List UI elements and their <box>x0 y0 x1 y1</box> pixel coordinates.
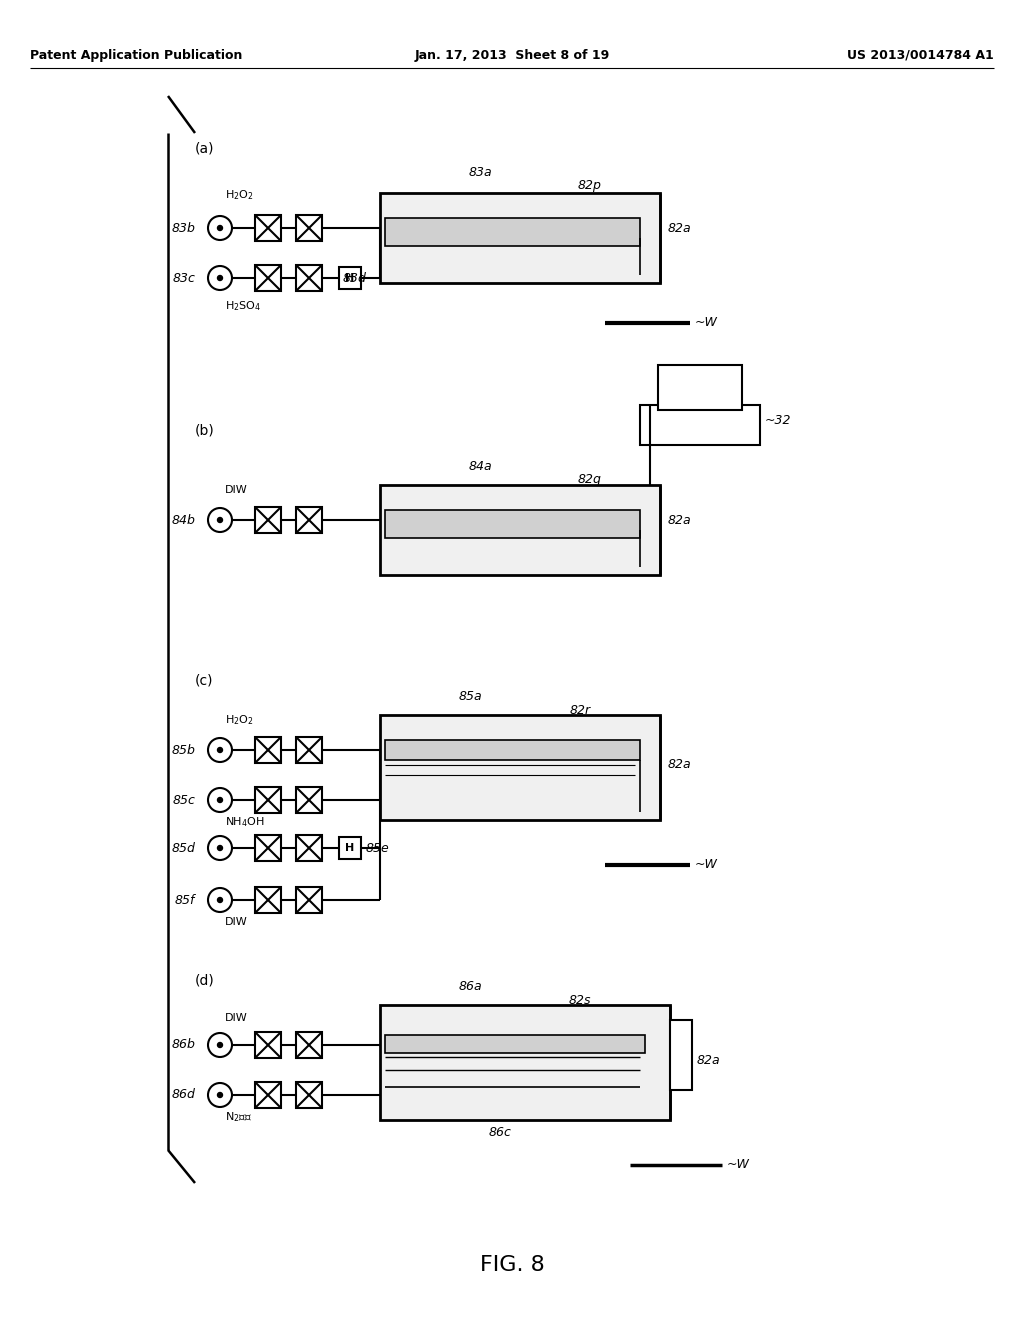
Bar <box>385 1035 645 1053</box>
Text: H$_2$SO$_4$: H$_2$SO$_4$ <box>225 300 261 313</box>
Bar <box>296 265 322 290</box>
Bar <box>296 737 322 763</box>
Text: 82s: 82s <box>568 994 591 1006</box>
Bar <box>296 887 322 913</box>
Bar <box>670 1020 692 1090</box>
Text: 82p: 82p <box>579 178 602 191</box>
Text: 86b: 86b <box>171 1039 195 1052</box>
Bar <box>296 215 322 242</box>
Text: DIW: DIW <box>225 484 248 495</box>
Bar <box>339 837 361 859</box>
Bar <box>296 1032 322 1059</box>
Circle shape <box>208 1034 232 1057</box>
Text: 82a: 82a <box>668 222 691 235</box>
Text: 84b: 84b <box>171 513 195 527</box>
Bar <box>385 510 640 539</box>
Text: 83d: 83d <box>343 272 367 285</box>
Circle shape <box>208 738 232 762</box>
Text: 83b: 83b <box>171 222 195 235</box>
Circle shape <box>208 788 232 812</box>
Text: DIW: DIW <box>225 917 248 927</box>
Bar <box>380 1005 670 1119</box>
Text: 85a: 85a <box>458 690 482 704</box>
Circle shape <box>217 747 222 752</box>
Bar <box>255 265 281 290</box>
Text: ~W: ~W <box>695 858 718 871</box>
Circle shape <box>217 846 222 850</box>
Text: (b): (b) <box>195 422 215 437</box>
Text: 82a: 82a <box>697 1053 721 1067</box>
Bar <box>255 787 281 813</box>
Text: (c): (c) <box>195 673 213 686</box>
Text: (a): (a) <box>195 141 214 154</box>
Bar <box>255 1032 281 1059</box>
Circle shape <box>217 797 222 803</box>
Text: H: H <box>345 843 354 853</box>
Text: Patent Application Publication: Patent Application Publication <box>30 49 243 62</box>
Bar <box>380 715 660 820</box>
Text: FIG. 8: FIG. 8 <box>479 1255 545 1275</box>
Bar <box>296 836 322 861</box>
Text: 85d: 85d <box>171 842 195 854</box>
Circle shape <box>208 508 232 532</box>
Bar <box>339 267 361 289</box>
Text: H$_2$O$_2$: H$_2$O$_2$ <box>225 187 254 202</box>
Text: 86a: 86a <box>458 981 482 994</box>
Text: NH$_4$OH: NH$_4$OH <box>225 814 265 829</box>
Circle shape <box>208 836 232 861</box>
Text: US 2013/0014784 A1: US 2013/0014784 A1 <box>847 49 994 62</box>
Text: ~W: ~W <box>695 317 718 330</box>
Text: ~W: ~W <box>727 1159 750 1172</box>
Bar <box>380 193 660 282</box>
Bar <box>296 507 322 533</box>
Text: 86d: 86d <box>171 1089 195 1101</box>
Text: H$_2$O$_2$: H$_2$O$_2$ <box>225 713 254 727</box>
Text: 85f: 85f <box>175 894 195 907</box>
Circle shape <box>217 517 222 523</box>
Bar <box>255 836 281 861</box>
Circle shape <box>208 216 232 240</box>
Text: 83a: 83a <box>468 166 492 180</box>
Circle shape <box>208 267 232 290</box>
Text: 82a: 82a <box>668 513 691 527</box>
Text: DIW: DIW <box>225 1012 248 1023</box>
Bar <box>255 507 281 533</box>
Circle shape <box>217 1093 222 1097</box>
Text: 85e: 85e <box>366 842 390 854</box>
Bar <box>255 1082 281 1107</box>
Circle shape <box>208 1082 232 1107</box>
Circle shape <box>217 276 222 281</box>
Bar <box>385 218 640 246</box>
Text: N$_2$ガス: N$_2$ガス <box>225 1110 252 1123</box>
Text: 85b: 85b <box>171 743 195 756</box>
Bar <box>640 405 760 445</box>
Text: 83c: 83c <box>172 272 195 285</box>
Text: Jan. 17, 2013  Sheet 8 of 19: Jan. 17, 2013 Sheet 8 of 19 <box>415 49 609 62</box>
Bar <box>380 484 660 576</box>
Text: (d): (d) <box>195 973 215 987</box>
Text: 85c: 85c <box>172 793 195 807</box>
Text: 82q: 82q <box>579 474 602 487</box>
Text: ~32: ~32 <box>765 413 792 426</box>
Text: H: H <box>345 273 354 282</box>
Text: 82a: 82a <box>668 759 691 771</box>
Bar <box>255 737 281 763</box>
Bar <box>255 887 281 913</box>
Circle shape <box>217 226 222 231</box>
Text: 82r: 82r <box>569 704 591 717</box>
Circle shape <box>208 888 232 912</box>
Bar <box>385 741 640 760</box>
Bar <box>255 215 281 242</box>
Circle shape <box>217 1043 222 1048</box>
Circle shape <box>217 898 222 903</box>
Bar <box>658 366 742 411</box>
Text: 84a: 84a <box>468 461 492 474</box>
Bar <box>296 787 322 813</box>
Bar <box>296 1082 322 1107</box>
Text: 86c: 86c <box>488 1126 511 1138</box>
